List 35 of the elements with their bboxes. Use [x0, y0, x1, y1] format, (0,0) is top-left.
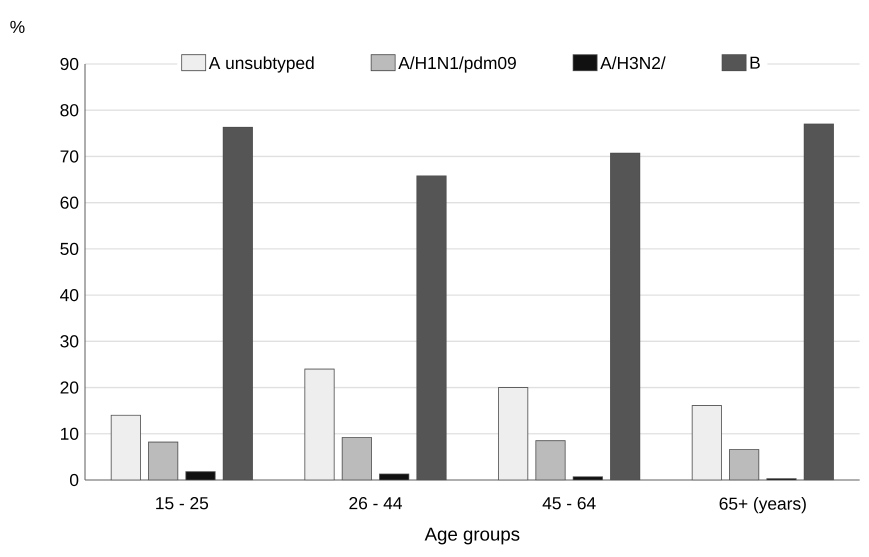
y-tick-label: 30 [60, 335, 78, 348]
y-tick-label: 10 [61, 428, 78, 440]
legend-label: A/H3N2/ [600, 56, 666, 70]
legend-label: A/H1N1/pdm09 [398, 56, 516, 73]
bar [692, 405, 722, 480]
bar [416, 175, 447, 480]
bar [729, 449, 760, 480]
bar [342, 437, 372, 480]
x-tick-label: 15 - 25 [156, 497, 208, 510]
x-tick-label: 65+ (years) [720, 497, 806, 514]
y-tick-label: 80 [60, 104, 78, 116]
y-axis-title: % [10, 20, 25, 33]
y-tick-label: 20 [60, 381, 78, 394]
bar [379, 474, 410, 480]
bar [804, 124, 834, 480]
legend-label: B [750, 56, 760, 69]
bar [498, 387, 528, 480]
y-tick-label: 0 [70, 474, 78, 486]
bar [110, 414, 141, 480]
y-tick-label: 40 [60, 288, 78, 302]
x-tick-label: 45 - 64 [542, 497, 596, 510]
bar [535, 440, 566, 480]
y-tick-label: 90 [60, 58, 78, 70]
bar [148, 442, 178, 480]
bar [572, 476, 603, 480]
bar [222, 126, 253, 480]
y-tick-label: 60 [60, 196, 78, 209]
legend-label: A unsubtyped [208, 56, 314, 73]
bar [185, 471, 216, 480]
y-tick-label: 70 [60, 150, 78, 163]
bar [304, 368, 335, 480]
x-axis-title: Age groups [424, 528, 520, 544]
bar [610, 152, 640, 480]
x-tick-label: 26 - 44 [349, 497, 402, 510]
y-tick-label: 50 [60, 242, 78, 256]
